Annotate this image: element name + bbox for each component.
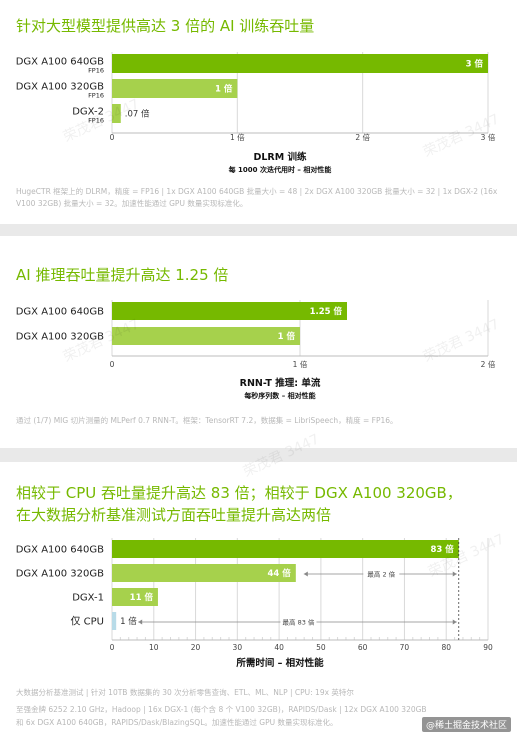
x-tick-label: 1 倍	[230, 132, 245, 142]
training-note: HugeCTR 框架上的 DLRM，精度 = FP16 | 1x DGX A10…	[16, 187, 498, 208]
bar-value-label: 83 倍	[430, 544, 454, 555]
x-tick-label: 1 倍	[293, 359, 308, 369]
category-sublabel: FP16	[88, 92, 104, 100]
x-tick-label: 2 倍	[355, 132, 370, 142]
bar-value-label: 1 倍	[215, 84, 233, 95]
x-tick-label: 40	[274, 643, 284, 652]
arrow-head	[452, 571, 457, 577]
category-label: DGX-1	[72, 593, 104, 604]
category-label: DGX A100 320GB	[16, 332, 104, 343]
x-axis-subtitle: 每秒序列数 – 相对性能	[244, 391, 315, 400]
inference-card: AI 推理吞吐量提升高达 1.25 倍 0 1 倍 2 倍 DGX A100 640G…	[0, 236, 517, 448]
x-tick-label: 50	[316, 643, 326, 652]
x-tick-label: 0	[110, 360, 115, 369]
category-label: DGX-2	[72, 107, 104, 118]
bar-value-label: .07 倍	[125, 109, 150, 120]
arrow-head	[303, 571, 308, 577]
annotation-arrow: 最高 2 倍	[303, 570, 457, 579]
bar	[112, 612, 117, 630]
analytics-card: 相较于 CPU 吞吐量提升高达 83 倍；相较于 DGX A100 320GB，…	[0, 462, 517, 736]
analytics-note-line-2: 至强金牌 6252 2.10 GHz，Hadoop | 16x DGX-1 (每…	[16, 705, 427, 714]
x-axis-title: DLRM 训练	[253, 151, 307, 163]
bar	[112, 540, 459, 558]
bar-value-label: 3 倍	[466, 59, 484, 70]
x-tick-label: 0	[110, 133, 115, 142]
analytics-title-line-1: 相较于 CPU 吞吐量提升高达 83 倍；相较于 DGX A100 320GB，	[16, 484, 462, 502]
category-label: DGX A100 320GB	[16, 569, 104, 580]
annotation-label: 最高 83 倍	[283, 618, 315, 627]
bar	[112, 79, 238, 98]
category-sublabel: FP16	[88, 67, 104, 75]
x-axis-subtitle: 每 1000 次迭代用时 – 相对性能	[229, 165, 332, 174]
category-sublabel: FP16	[88, 117, 104, 125]
category-label: DGX A100 320GB	[16, 82, 104, 93]
training-card: 针对大型模型提供高达 3 倍的 AI 训练吞吐量 0 1 倍 2 倍 3 倍 DGX A…	[0, 0, 517, 224]
annotation-arrow: 最高 83 倍	[138, 618, 457, 627]
category-label: DGX A100 640GB	[16, 307, 104, 318]
x-tick-label: 0	[110, 643, 115, 652]
x-tick-label: 2 倍	[481, 359, 496, 369]
x-axis-title: 所需时间 – 相对性能	[236, 657, 324, 669]
category-label: DGX A100 640GB	[16, 545, 104, 556]
analytics-title-line-2: 在大数据分析基准测试方面吞吐量提升高达两倍	[16, 506, 332, 524]
inference-note: 通过 (1/7) MIG 切片测量的 MLPerf 0.7 RNN-T。框架：T…	[16, 416, 398, 425]
bar	[112, 564, 296, 582]
x-tick-label: 20	[191, 643, 201, 652]
annotation-label: 最高 2 倍	[367, 570, 395, 579]
x-tick-label: 30	[233, 643, 243, 652]
training-title: 针对大型模型提供高达 3 倍的 AI 训练吞吐量	[16, 17, 315, 35]
bar	[112, 302, 347, 320]
x-tick-label: 70	[400, 643, 410, 652]
bar-value-label: 1 倍	[120, 616, 137, 627]
x-tick-label: 10	[149, 643, 159, 652]
analytics-note-line-1: 大数据分析基准测试 | 针对 10TB 数据集的 30 次分析零售查询、ETL、…	[16, 688, 354, 697]
x-tick-label: 90	[483, 643, 493, 652]
bar-value-label: 11 倍	[130, 592, 154, 603]
analytics-note: 大数据分析基准测试 | 针对 10TB 数据集的 30 次分析零售查询、ETL、…	[16, 686, 503, 729]
x-tick-label: 60	[358, 643, 368, 652]
bar	[112, 327, 300, 345]
analytics-chart: 0 10 20 30 40 50 60 70 80 90 DGX A100 640GB 83 倍 DGX…	[16, 538, 493, 669]
bar-value-label: 1 倍	[278, 331, 296, 342]
site-credit: @稀土掘金技术社区	[421, 717, 511, 732]
x-axis-title: RNN-T 推理: 单流	[240, 377, 321, 389]
category-label: 仅 CPU	[70, 616, 104, 628]
bar	[112, 104, 121, 123]
arrow-head	[452, 619, 457, 625]
category-label: DGX A100 640GB	[16, 57, 104, 68]
arrow-head	[138, 619, 143, 625]
x-tick-label: 80	[441, 643, 451, 652]
x-tick-label: 3 倍	[481, 132, 496, 142]
bar-value-label: 1.25 倍	[310, 306, 343, 317]
bar	[112, 588, 158, 606]
analytics-note-line-3: 和 6x DGX A100 640GB，RAPIDS/Dask/BlazingS…	[16, 718, 338, 727]
inference-chart: 0 1 倍 2 倍 DGX A100 640GB 1.25 倍 DGX A100 320G…	[16, 300, 496, 400]
inference-title: AI 推理吞吐量提升高达 1.25 倍	[16, 266, 229, 284]
bar	[112, 54, 488, 73]
bar-value-label: 44 倍	[268, 568, 292, 579]
analytics-title: 相较于 CPU 吞吐量提升高达 83 倍；相较于 DGX A100 320GB，…	[16, 482, 462, 526]
